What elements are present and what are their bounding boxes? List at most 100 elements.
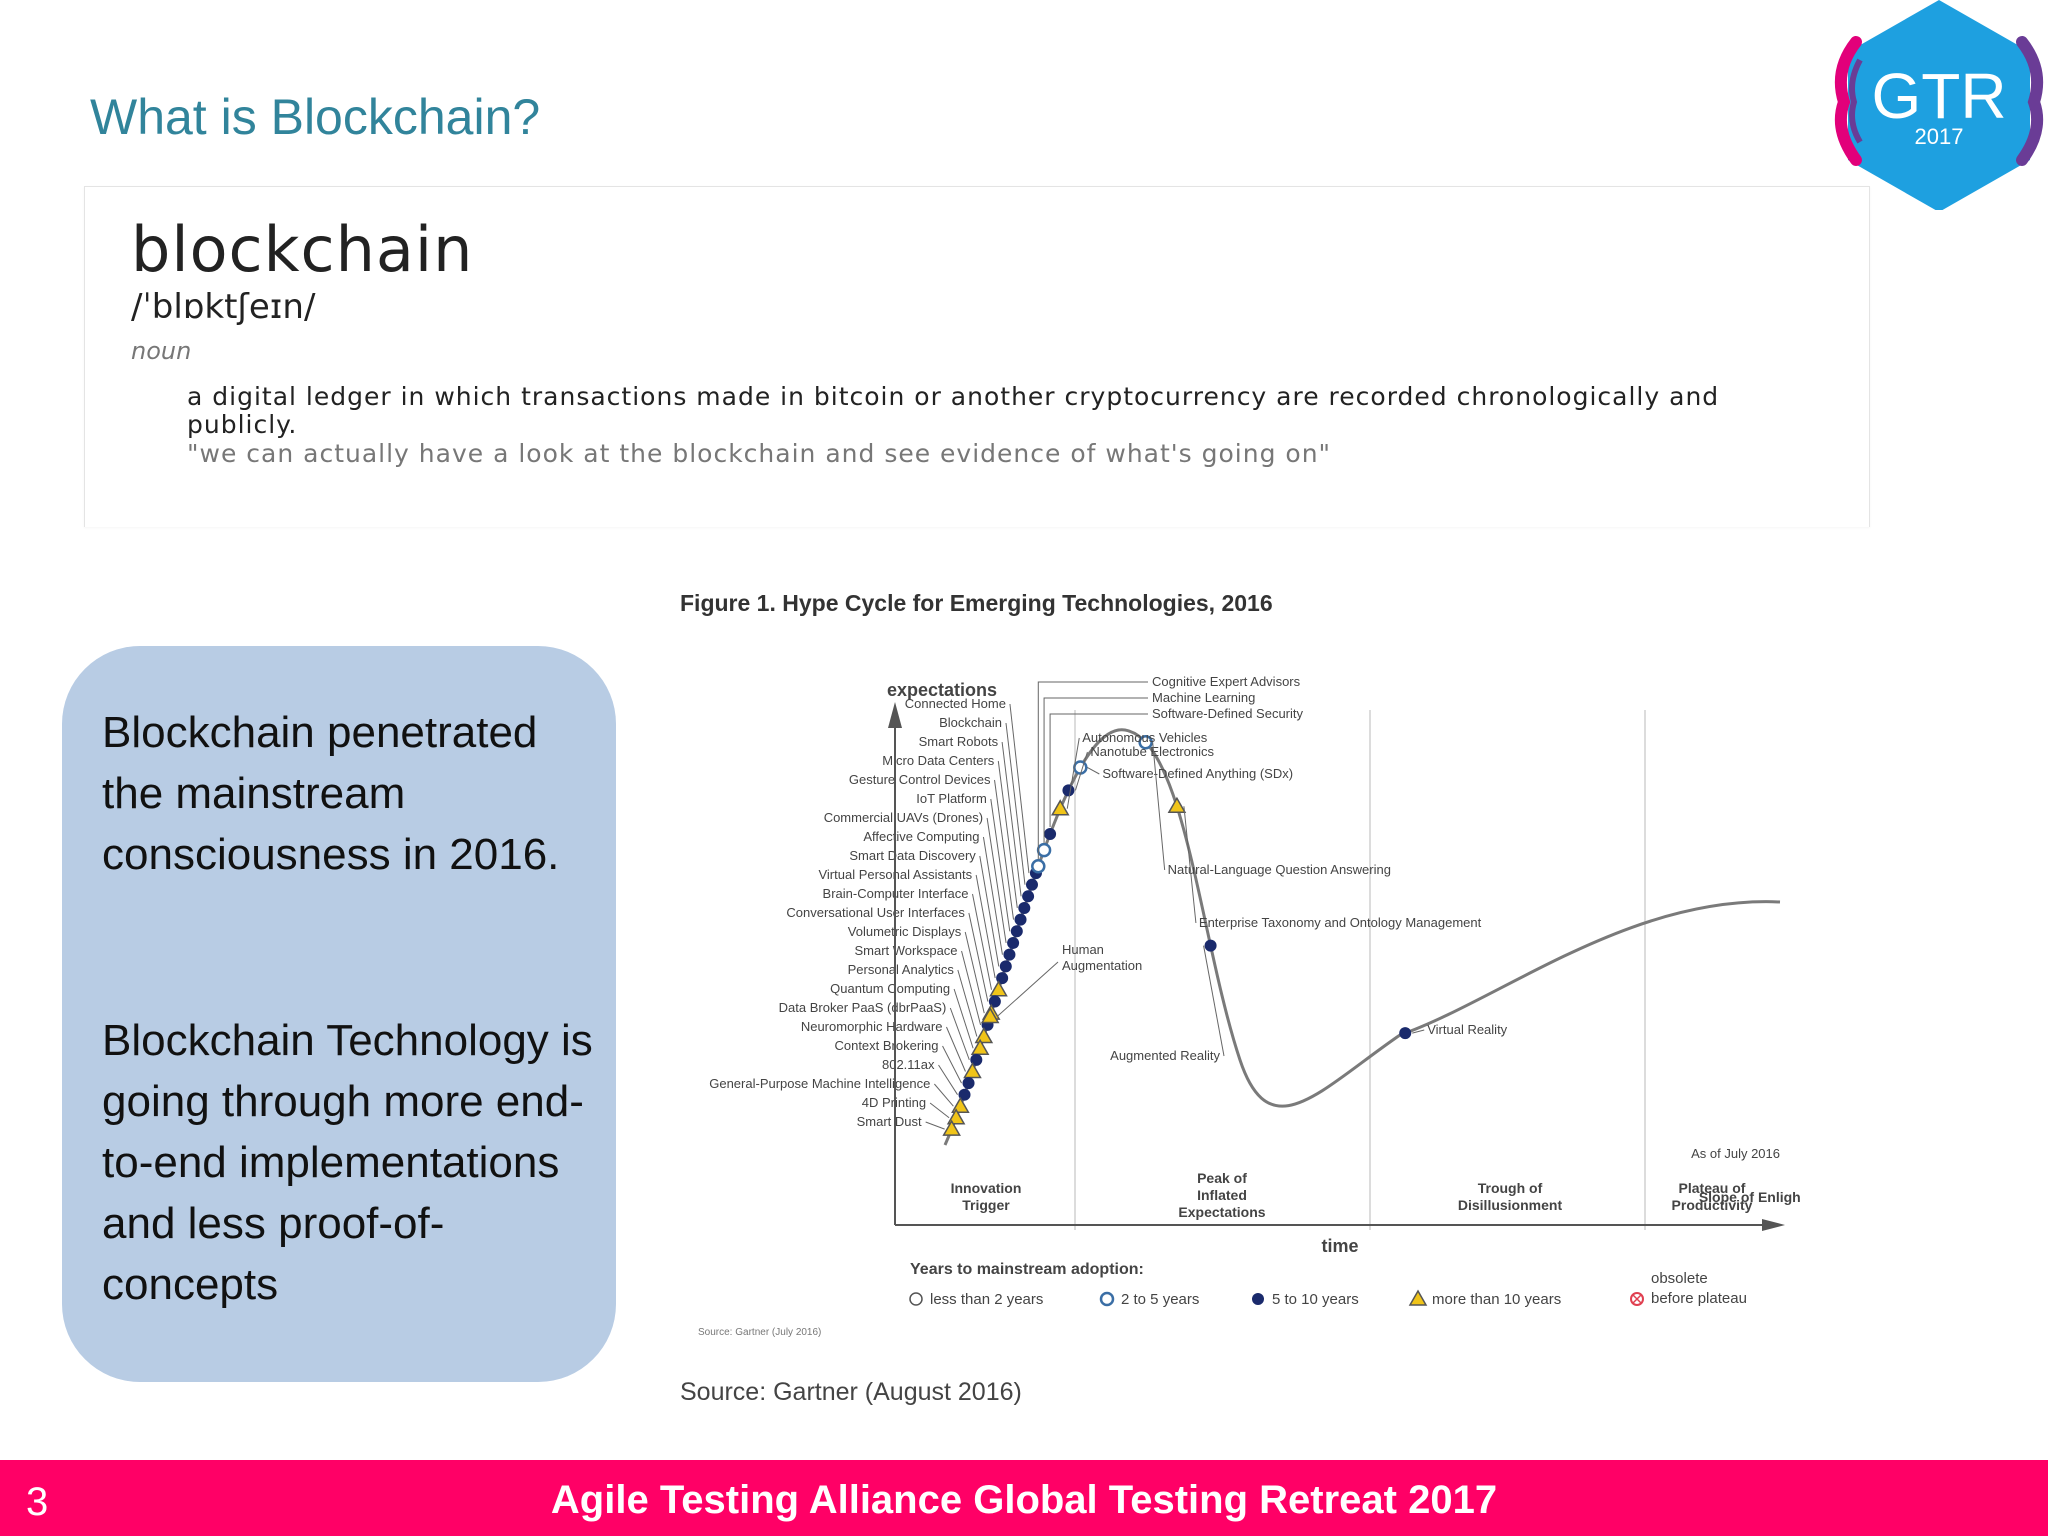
phase-label-2-1: Disillusionment [1458, 1197, 1563, 1213]
right-marker-1 [1062, 784, 1075, 797]
legend-marker-4-cross [1632, 1294, 1642, 1304]
tech-leader-7 [982, 836, 1003, 955]
right-leader-5 [1412, 1029, 1425, 1034]
right-leader-0 [1066, 737, 1080, 809]
tech-leader-12 [964, 931, 985, 1014]
tech-leader-1 [1005, 722, 1026, 885]
tech-marker-3 [1018, 901, 1031, 914]
tech-label-4: Gesture Control Devices [849, 772, 991, 787]
right-marker-4 [1167, 796, 1187, 813]
right-leader-1 [1074, 751, 1088, 791]
legend-marker-0 [909, 1292, 923, 1306]
tech-marker-17 [963, 1061, 982, 1079]
tech-marker-15 [970, 1038, 990, 1055]
logo-hexagon [1848, 0, 2030, 210]
right-leader-3 [1152, 742, 1166, 871]
tech-leader-13 [961, 950, 982, 1025]
legend-label-0: less than 2 years [930, 1291, 1043, 1308]
human-aug-leader [996, 961, 1059, 1017]
callout-box: Blockchain penetrated the mainstream con… [62, 646, 616, 1382]
right-label-2: Software-Defined Anything (SDx) [1102, 766, 1293, 781]
tech-leader-22 [925, 1121, 945, 1130]
tech-marker-2 [1022, 890, 1035, 903]
tech-leader-21 [929, 1102, 950, 1119]
tech-leader-9 [975, 874, 996, 979]
logo-year: 2017 [1915, 124, 1964, 149]
right-label-3: Natural-Language Question Answering [1168, 862, 1391, 877]
logo-right-brace [2016, 36, 2044, 166]
dictionary-definition: a digital ledger in which transactions m… [187, 382, 1720, 439]
right-label-5: Virtual Reality [1427, 1022, 1507, 1037]
right-label-0: Autonomous Vehicles [1082, 730, 1208, 745]
callout-paragraph-2: Blockchain Technology is going through m… [102, 1016, 593, 1309]
x-axis-label: time [1321, 1236, 1358, 1256]
tech-leader-4 [994, 779, 1015, 920]
as-of-date: As of July 2016 [1691, 1146, 1780, 1161]
tech-label-13: Smart Workspace [854, 943, 957, 958]
tech-leader-5 [990, 798, 1011, 932]
phase-label-1-1: Inflated [1197, 1187, 1247, 1203]
phase-label-0-0: Innovation [951, 1180, 1022, 1196]
peak-label-2: Software-Defined Security [1152, 706, 1304, 721]
tech-marker-1 [1025, 878, 1038, 891]
tech-leader-0 [1009, 703, 1030, 874]
tech-leader-20 [934, 1083, 954, 1107]
phase-label-1-2: Expectations [1178, 1204, 1265, 1220]
tech-marker-18 [962, 1077, 975, 1090]
tech-label-14: Personal Analytics [848, 962, 955, 977]
tech-label-0: Connected Home [905, 696, 1006, 711]
peak-label-1: Machine Learning [1152, 690, 1255, 705]
phase-label-4-1: Productivity [1672, 1197, 1753, 1213]
tech-leader-2 [1001, 741, 1022, 897]
legend-label-4-1: before plateau [1651, 1290, 1747, 1307]
right-marker-0 [1050, 799, 1070, 816]
human-aug-label-0: Human [1062, 942, 1104, 957]
tech-label-1: Blockchain [939, 715, 1002, 730]
tech-leader-11 [968, 912, 989, 1002]
tech-leader-3 [997, 760, 1018, 909]
y-axis-arrow [888, 702, 902, 728]
right-marker-3 [1138, 735, 1153, 750]
phase-label-4-0: Plateau of [1679, 1180, 1746, 1196]
dictionary-example: "we can actually have a look at the bloc… [187, 439, 1332, 468]
legend-marker-3 [1408, 1289, 1428, 1306]
phase-label-2-0: Trough of [1478, 1180, 1543, 1196]
tech-marker-19 [958, 1088, 971, 1101]
dictionary-phonetic: /ˈblɒktʃeɪn/ [131, 287, 316, 327]
peak-leader-1 [1043, 697, 1148, 844]
tech-marker-22 [942, 1119, 961, 1136]
slide-title: What is Blockchain? [90, 89, 541, 145]
legend-label-4-0: obsolete [1651, 1270, 1708, 1287]
right-label-1: Nanotube Electronics [1090, 744, 1214, 759]
human-aug-marker [980, 1007, 1000, 1024]
tech-marker-10 [989, 980, 1008, 997]
dictionary-part-of-speech: noun [131, 337, 192, 365]
tech-marker-5 [1010, 925, 1023, 938]
tech-marker-6 [1007, 936, 1020, 949]
tech-leader-16 [949, 1007, 970, 1061]
augmented-reality-marker [1204, 939, 1217, 952]
callout-paragraph-1: Blockchain penetrated the mainstream con… [102, 708, 560, 879]
tech-label-17: Neuromorphic Hardware [801, 1019, 943, 1034]
peak-leader-2 [1049, 713, 1148, 827]
peak-marker-0 [1031, 859, 1046, 874]
tech-leader-15 [953, 988, 974, 1049]
tech-leader-17 [946, 1026, 966, 1072]
tech-marker-11 [988, 995, 1001, 1008]
augmented-reality-label: Augmented Reality [1110, 1048, 1220, 1063]
tech-marker-21 [946, 1108, 966, 1125]
human-aug-label-1: Augmentation [1062, 958, 1142, 973]
peak-label-0: Cognitive Expert Advisors [1152, 674, 1301, 689]
tech-marker-4 [1014, 913, 1027, 926]
tech-label-19: 802.11ax [882, 1057, 935, 1072]
dictionary-word: blockchain [131, 213, 474, 286]
legend-label-2: 5 to 10 years [1272, 1291, 1359, 1308]
tech-label-15: Quantum Computing [830, 981, 950, 996]
tech-label-11: Conversational User Interfaces [786, 905, 965, 920]
legend-marker-2 [1252, 1293, 1264, 1305]
tech-label-21: 4D Printing [862, 1095, 926, 1110]
peak-marker-2 [1044, 827, 1057, 840]
phase-label-1-0: Peak of [1197, 1170, 1247, 1186]
y-axis-label: expectations [887, 680, 997, 700]
tech-label-18: Context Brokering [834, 1038, 938, 1053]
